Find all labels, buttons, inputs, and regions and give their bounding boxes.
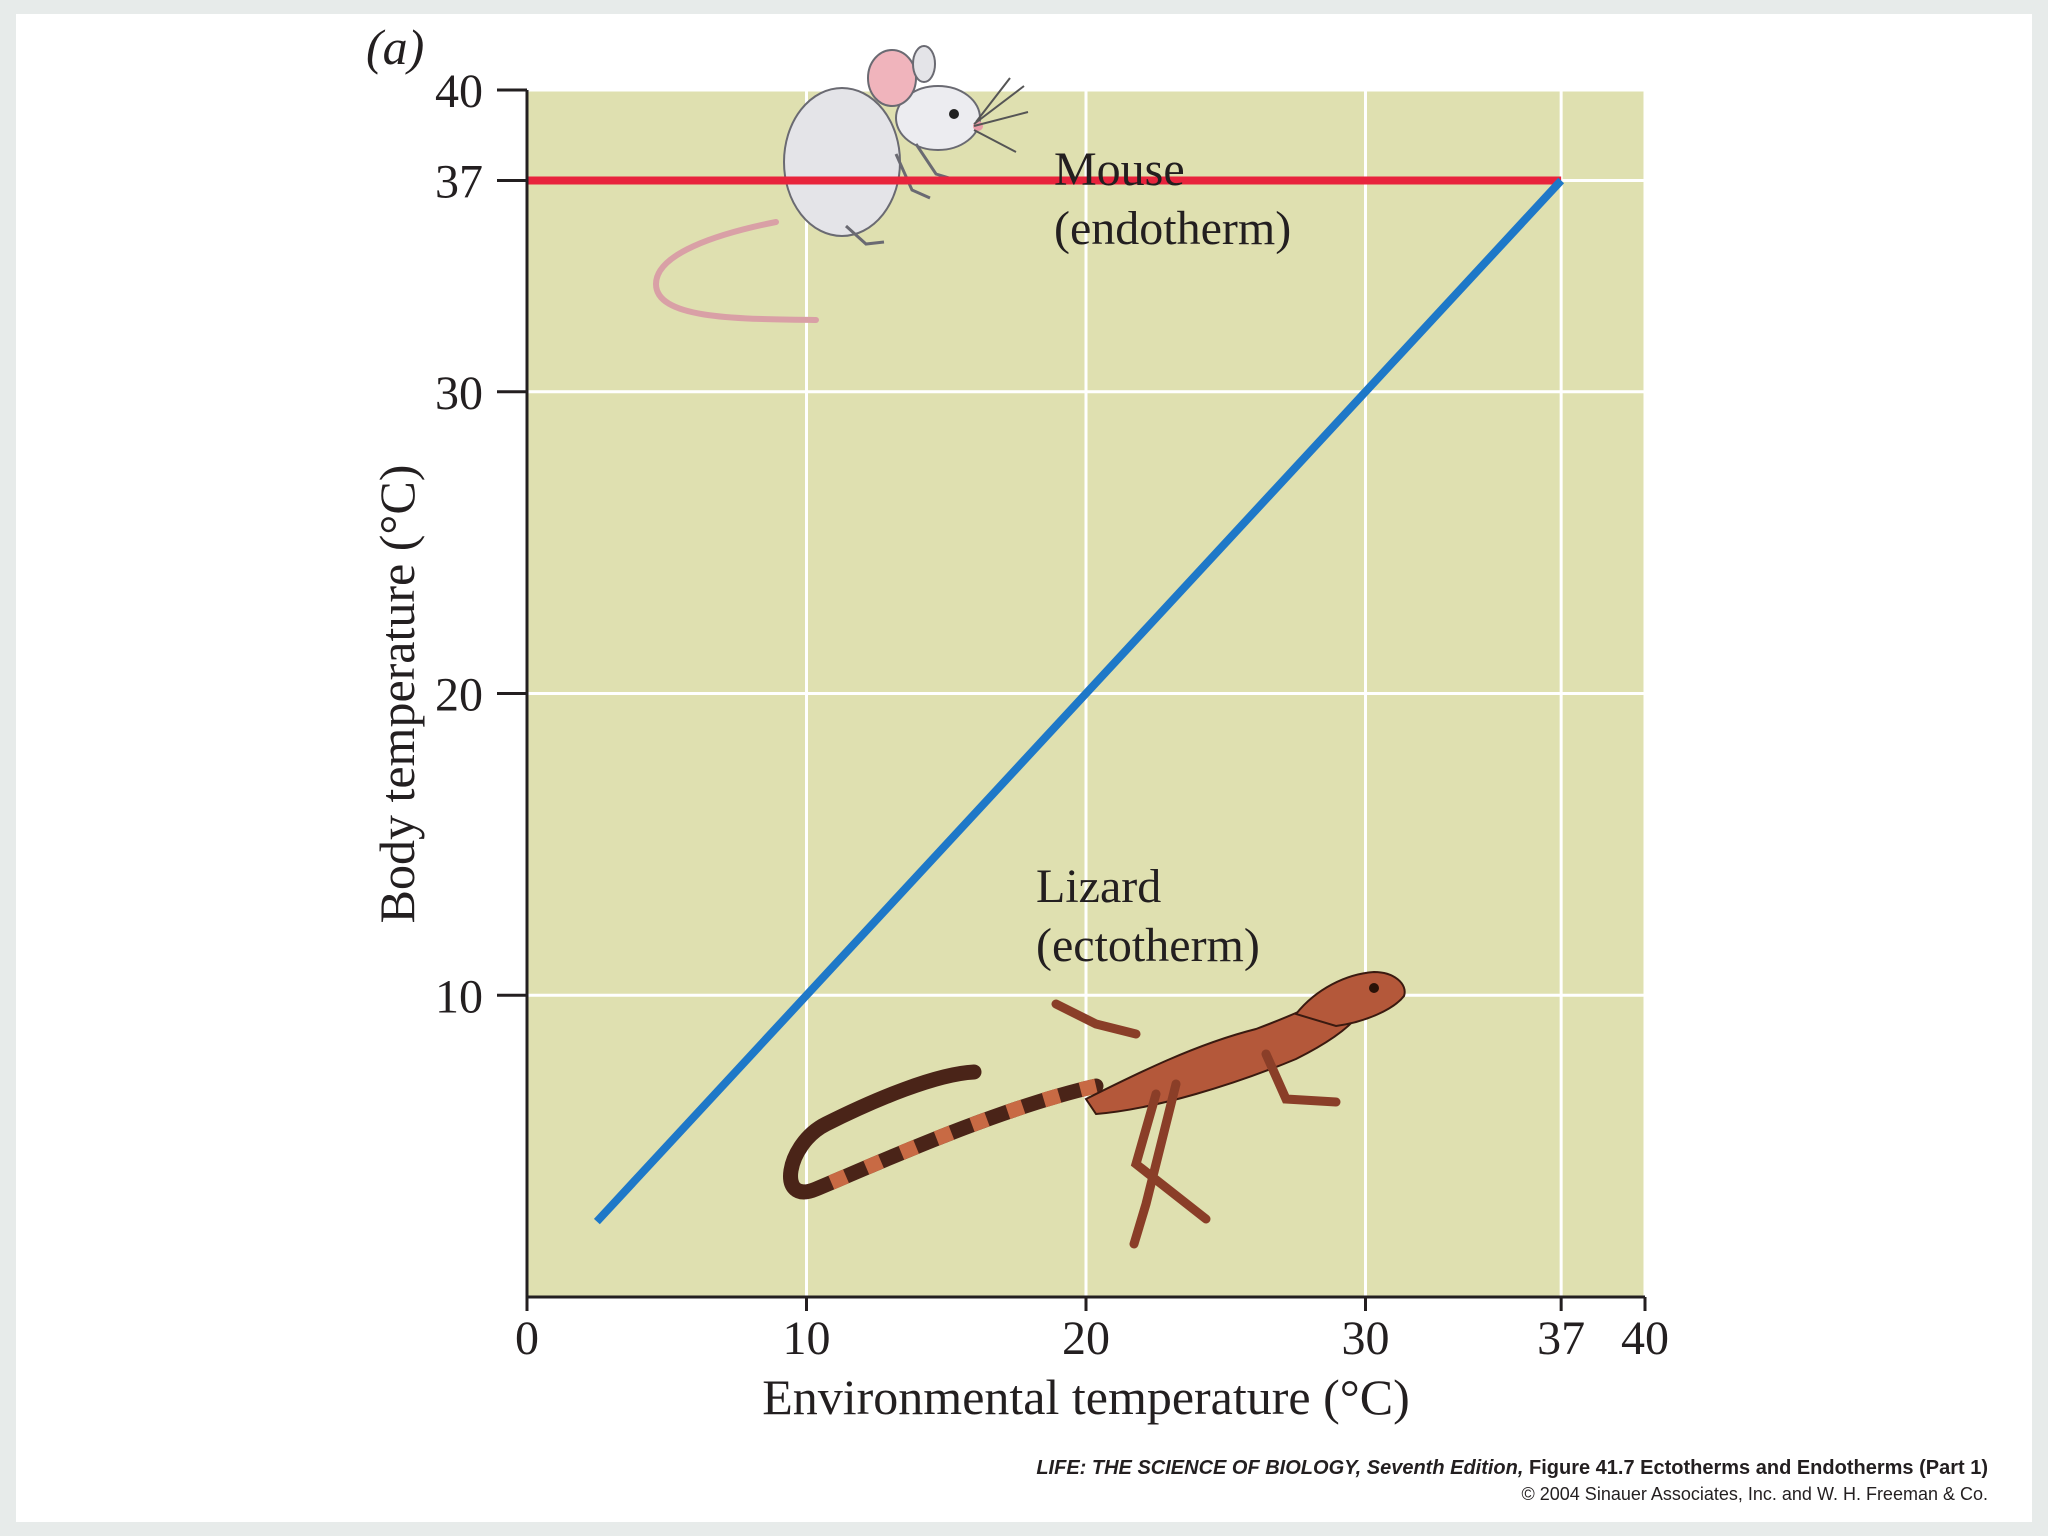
- lizard-eye: [1369, 983, 1379, 993]
- credit-book-title: LIFE: THE SCIENCE OF BIOLOGY,: [1036, 1457, 1362, 1479]
- mouse-ear: [867, 49, 917, 107]
- x-tick-label: 10: [783, 1312, 831, 1365]
- y-tick-label: 37: [435, 156, 483, 209]
- lizard-label: Lizard: [1036, 860, 1161, 913]
- axis-ticks: 0 10 20 30 37 40 10 20 30 37 40: [435, 65, 1669, 1365]
- x-tick-label: 20: [1062, 1312, 1110, 1365]
- mouse-label-sub: (endotherm): [1054, 202, 1291, 255]
- chart: (a) 0 10 20 30 37 40 10 20 30 37 40 Mouse: [366, 19, 1669, 1425]
- lizard-tail: [783, 1064, 1104, 1200]
- lizard-series-line: [593, 177, 1565, 1225]
- mouse-tail: [652, 219, 819, 323]
- series-lines: [527, 176, 1565, 1225]
- x-tick-label: 37: [1537, 1312, 1585, 1365]
- mouse-ear-back: [912, 45, 936, 83]
- x-axis-title: Environmental temperature (°C): [762, 1369, 1410, 1425]
- panel-label: (a): [366, 19, 424, 75]
- y-tick-label: 10: [435, 970, 483, 1023]
- mouse-eye: [949, 109, 959, 119]
- lizard-illustration: [783, 970, 1406, 1249]
- figure-credit: LIFE: THE SCIENCE OF BIOLOGY, Seventh Ed…: [1036, 1457, 1988, 1480]
- credit-edition: Seventh Edition,: [1361, 1457, 1524, 1479]
- y-axis-title: Body temperature (°C): [369, 465, 425, 924]
- slide: (a) 0 10 20 30 37 40 10 20 30 37 40 Mouse: [16, 14, 2032, 1522]
- x-tick-label: 30: [1342, 1312, 1390, 1365]
- y-tick-label: 20: [435, 669, 483, 722]
- x-tick-label: 0: [515, 1312, 539, 1365]
- y-tick-label: 40: [435, 65, 483, 118]
- mouse-illustration: [652, 45, 1029, 323]
- mouse-body: [783, 87, 901, 237]
- lizard-tail-bands: [813, 1078, 1098, 1196]
- lizard-label-sub: (ectotherm): [1036, 919, 1260, 972]
- x-tick-label: 40: [1621, 1312, 1669, 1365]
- mouse-label: Mouse: [1054, 143, 1185, 196]
- y-tick-label: 30: [435, 367, 483, 420]
- copyright: © 2004 Sinauer Associates, Inc. and W. H…: [1521, 1484, 1989, 1504]
- lizard-legs: [1051, 999, 1341, 1249]
- credit-figure: Figure 41.7 Ectotherms and Endotherms (P…: [1523, 1457, 1988, 1479]
- mouse-whiskers: [973, 77, 1029, 153]
